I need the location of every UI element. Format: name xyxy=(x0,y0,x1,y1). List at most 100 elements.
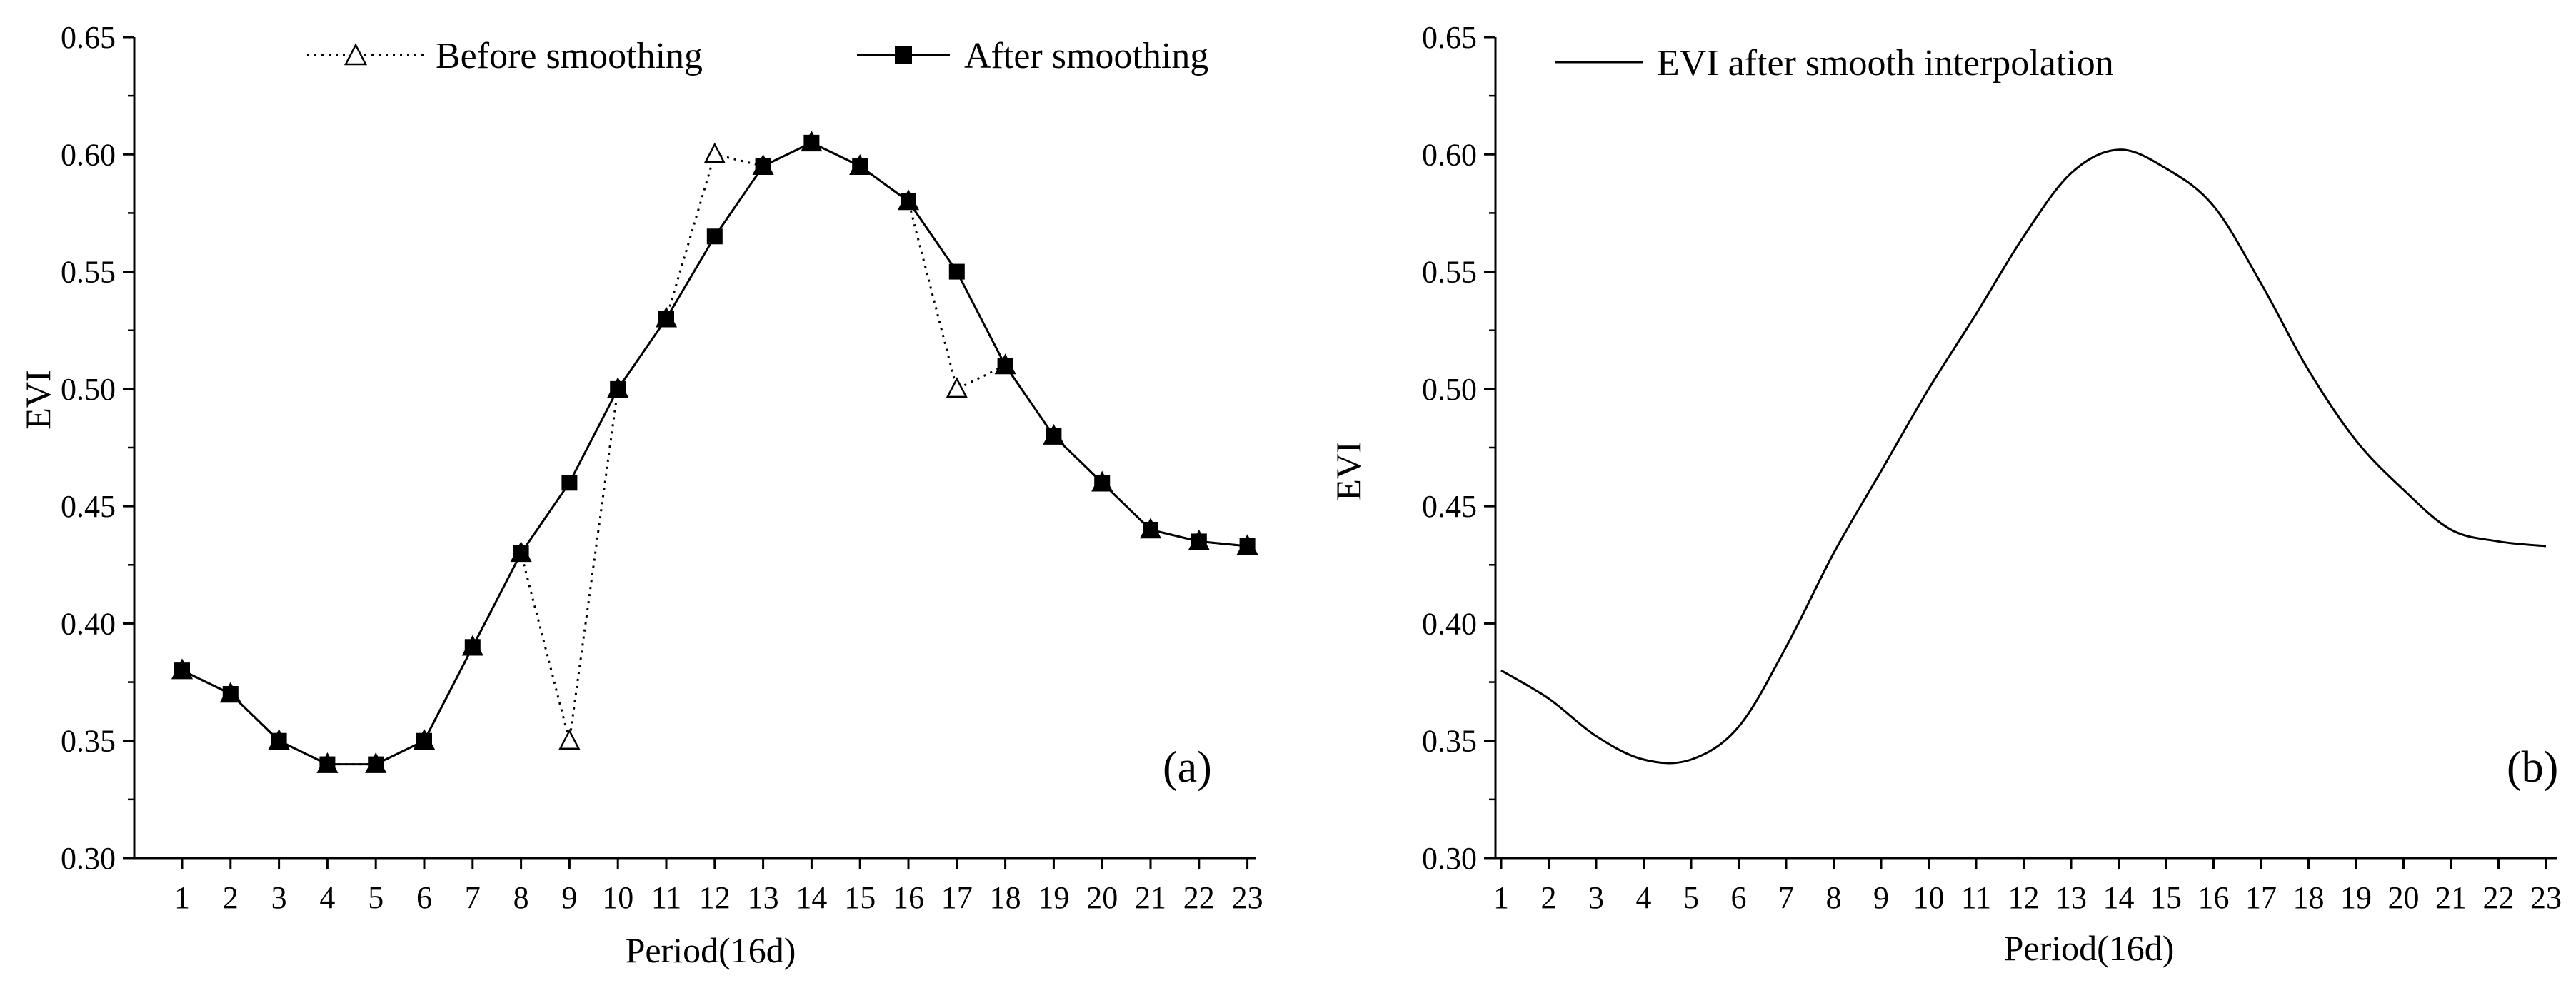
legend-after-square-icon xyxy=(895,46,912,64)
x-tick-label: 21 xyxy=(1135,880,1166,915)
chart-b-panel-label: (b) xyxy=(2507,743,2558,792)
data-point-square xyxy=(755,158,771,174)
data-point-square xyxy=(1239,538,1256,554)
x-tick-label: 8 xyxy=(1826,880,1842,915)
data-point-square xyxy=(271,732,287,749)
x-tick-label: 5 xyxy=(1683,880,1699,915)
x-tick-label: 13 xyxy=(748,880,779,915)
chart-a-panel-label: (a) xyxy=(1163,743,1212,792)
data-point-square xyxy=(174,662,190,679)
y-tick-label: 0.40 xyxy=(1422,606,1477,641)
y-tick-label: 0.35 xyxy=(1422,724,1477,759)
chart-b-legend: EVI after smooth interpolation xyxy=(1555,43,2114,84)
x-tick-label: 12 xyxy=(2008,880,2040,915)
legend-after-label: After smoothing xyxy=(964,36,1208,76)
y-tick-label: 0.30 xyxy=(61,841,116,876)
x-tick-label: 3 xyxy=(271,880,287,915)
data-point-square xyxy=(948,263,965,280)
x-tick-label: 20 xyxy=(1086,880,1118,915)
chart-a-x-axis-title: Period(16d) xyxy=(626,930,796,970)
y-tick-label: 0.40 xyxy=(61,606,116,641)
data-point-triangle xyxy=(946,377,968,398)
data-point-triangle xyxy=(558,729,581,750)
data-point-square xyxy=(997,358,1013,373)
data-point-square xyxy=(1191,533,1207,550)
x-tick-label: 23 xyxy=(2530,880,2562,915)
x-tick-label: 10 xyxy=(1913,880,1945,915)
chart-a-x-ticks: 1 2 3 4 5 6 7 8 9 10 11 12 13 14 15 16 17 18 19 20 21 22 23 xyxy=(174,858,1263,915)
x-tick-label: 8 xyxy=(513,880,529,915)
series-evi-after-smooth-interpolation-line xyxy=(1500,148,2547,765)
x-tick-label: 18 xyxy=(2293,880,2325,915)
x-tick-label: 15 xyxy=(844,880,876,915)
data-point-square xyxy=(319,756,336,772)
data-point-square xyxy=(852,158,868,174)
y-tick-label: 0.35 xyxy=(61,724,116,759)
data-point-square xyxy=(658,311,674,327)
data-point-square xyxy=(901,193,916,209)
data-point-square xyxy=(513,545,529,561)
y-tick-label: 0.55 xyxy=(61,255,116,290)
x-tick-label: 2 xyxy=(1541,880,1557,915)
chart-b-axes xyxy=(1494,37,2557,860)
x-tick-label: 16 xyxy=(2198,880,2230,915)
chart-a-series xyxy=(171,131,1258,773)
x-tick-label: 3 xyxy=(1588,880,1604,915)
x-tick-label: 6 xyxy=(416,880,432,915)
x-tick-label: 22 xyxy=(1183,880,1215,915)
x-tick-label: 4 xyxy=(1636,880,1652,915)
chart-b-y-ticks: 0.30 0.35 0.40 0.45 0.50 0.55 0.60 0.65 xyxy=(1422,20,1495,876)
x-tick-label: 21 xyxy=(2435,880,2467,915)
data-point-square xyxy=(1143,522,1158,538)
data-point-square xyxy=(464,639,481,655)
y-tick-label: 0.45 xyxy=(1422,489,1477,524)
data-point-square xyxy=(610,380,626,397)
legend-before-label: Before smoothing xyxy=(436,36,703,76)
x-tick-label: 7 xyxy=(465,880,481,915)
x-tick-label: 19 xyxy=(2340,880,2372,915)
chart-a-y-axis-title: EVI xyxy=(18,370,58,429)
data-point-triangle xyxy=(703,142,726,163)
x-tick-label: 13 xyxy=(2055,880,2087,915)
x-tick-label: 1 xyxy=(174,880,190,915)
y-tick-label: 0.65 xyxy=(61,20,116,55)
y-tick-label: 0.50 xyxy=(1422,372,1477,407)
chart-a-legend: Before smoothing After smoothing xyxy=(307,36,1208,76)
x-tick-label: 9 xyxy=(1873,880,1889,915)
data-point-square xyxy=(222,686,239,702)
x-tick-label: 14 xyxy=(796,880,827,915)
x-tick-label: 20 xyxy=(2388,880,2420,915)
x-tick-label: 9 xyxy=(561,880,577,915)
x-tick-label: 16 xyxy=(893,880,924,915)
y-tick-label: 0.50 xyxy=(61,372,116,407)
chart-b-x-axis-title: Period(16d) xyxy=(2004,928,2175,968)
chart-a-y-ticks: 0.30 0.35 0.40 0.45 0.50 0.55 0.60 0.65 xyxy=(61,20,134,876)
data-point-square xyxy=(561,475,578,491)
y-tick-label: 0.55 xyxy=(1422,255,1477,290)
data-point-square xyxy=(1046,428,1062,444)
x-tick-label: 17 xyxy=(941,880,973,915)
x-tick-label: 15 xyxy=(2150,880,2182,915)
x-tick-label: 18 xyxy=(990,880,1021,915)
data-point-square xyxy=(706,228,723,245)
chart-a-axes xyxy=(133,37,1256,860)
data-point-square xyxy=(1094,475,1111,491)
data-point-square xyxy=(368,756,384,772)
chart-b-y-axis-title: EVI xyxy=(1328,441,1368,500)
y-tick-label: 0.45 xyxy=(61,489,116,524)
x-tick-label: 11 xyxy=(651,880,681,915)
x-tick-label: 19 xyxy=(1038,880,1069,915)
x-tick-label: 2 xyxy=(223,880,239,915)
data-point-square xyxy=(416,732,432,749)
x-tick-label: 12 xyxy=(699,880,731,915)
y-tick-label: 0.65 xyxy=(1422,20,1477,55)
legend-interp-label: EVI after smooth interpolation xyxy=(1657,43,2114,84)
chart-b-x-ticks: 1 2 3 4 5 6 7 8 9 10 11 12 13 14 15 16 17 18 19 20 21 22 23 xyxy=(1493,858,2562,915)
y-tick-label: 0.60 xyxy=(1422,137,1477,172)
y-tick-label: 0.30 xyxy=(1422,841,1477,876)
x-tick-label: 11 xyxy=(1961,880,1991,915)
data-point-square xyxy=(803,134,820,151)
y-tick-label: 0.60 xyxy=(61,137,116,172)
